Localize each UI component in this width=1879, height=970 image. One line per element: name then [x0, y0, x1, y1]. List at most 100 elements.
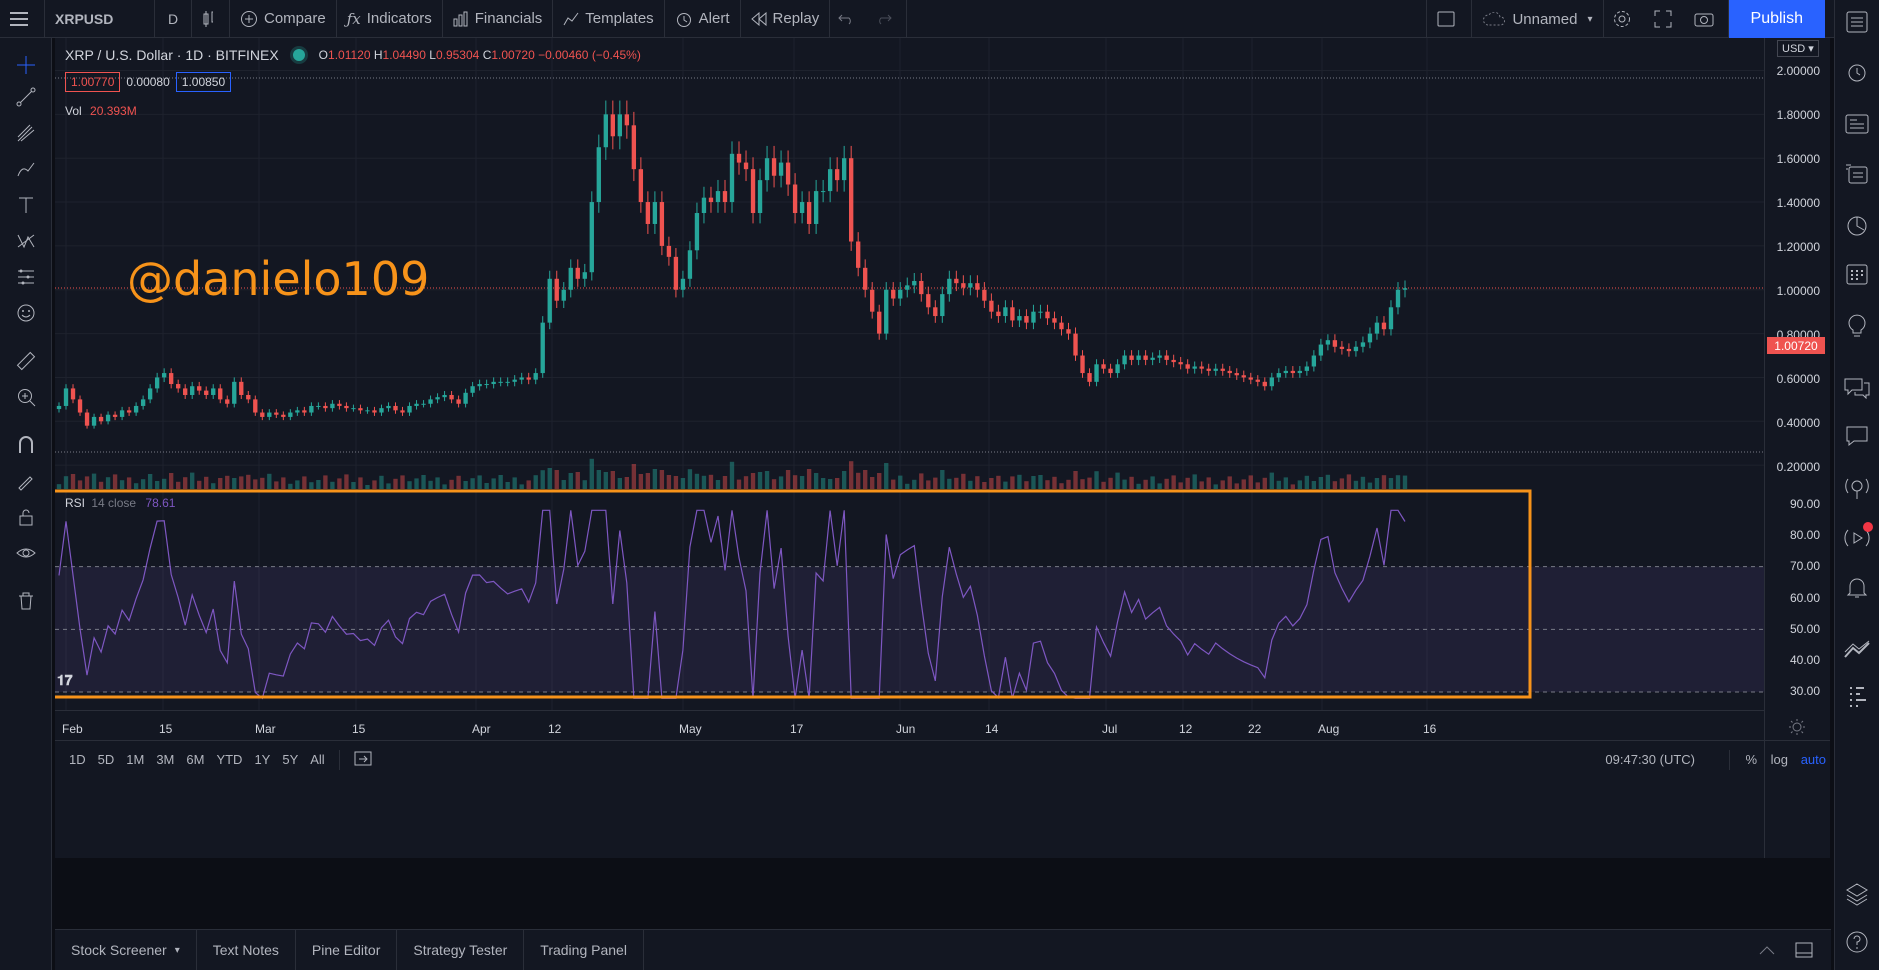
replay-button[interactable]: Replay — [741, 0, 831, 38]
stay-drawing-tool[interactable] — [13, 468, 39, 494]
price-tick-label: 2.00000 — [1776, 64, 1820, 78]
alert-button[interactable]: Alert — [665, 0, 741, 38]
fullscreen-button[interactable] — [1646, 0, 1686, 38]
candle-body — [1122, 355, 1127, 365]
financials-button[interactable]: Financials — [443, 0, 554, 38]
range-button[interactable]: 6M — [186, 752, 205, 767]
candle-body — [372, 410, 377, 413]
streams-button[interactable] — [1843, 474, 1871, 502]
goto-date-button[interactable] — [348, 750, 378, 770]
time-axis[interactable]: Feb 15 Mar 15 Apr 12 May 17 Jun 14 Jul 12 22 Aug 16 — [55, 710, 1764, 740]
pattern-tool[interactable] — [13, 228, 39, 254]
ideas-button[interactable] — [1843, 312, 1871, 340]
watchlist-button[interactable] — [1843, 8, 1871, 36]
undo-button[interactable] — [830, 0, 868, 38]
data-window-button[interactable] — [1843, 110, 1871, 138]
snapshot-button[interactable] — [1686, 0, 1729, 38]
magnet-tool[interactable] — [13, 432, 39, 458]
ruler-tool[interactable] — [13, 348, 39, 374]
publish-button[interactable]: Publish — [1728, 0, 1825, 38]
video-streams-button[interactable] — [1843, 522, 1873, 552]
templates-button[interactable]: Templates — [553, 0, 665, 38]
crosshair-tool[interactable] — [13, 52, 39, 78]
chart-type-button[interactable] — [192, 0, 230, 38]
range-button[interactable]: 5D — [97, 752, 115, 767]
volume-bar — [168, 473, 174, 489]
tab-text-notes[interactable]: Text Notes — [197, 929, 296, 970]
icons-tool[interactable] — [13, 300, 39, 326]
settings-button[interactable] — [1604, 0, 1646, 38]
time-tick-label: 17 — [790, 722, 804, 736]
log-scale-button[interactable]: log — [1770, 752, 1788, 767]
hotlists-button[interactable] — [1843, 160, 1871, 188]
auto-scale-button[interactable]: auto — [1800, 752, 1826, 767]
layout-toggle-button[interactable] — [1426, 0, 1473, 38]
hide-drawings-tool[interactable] — [13, 540, 39, 566]
candle-body — [1346, 348, 1352, 352]
alerts-button[interactable] — [1843, 58, 1871, 86]
candle-body — [1248, 377, 1253, 380]
price-axis[interactable]: USD ▾ 2.00000 1.80000 1.60000 1.40000 1.2000… — [1764, 38, 1830, 858]
collapse-panel-button[interactable] — [1759, 942, 1775, 959]
candle-body — [820, 191, 826, 193]
currency-selector[interactable]: USD ▾ — [1777, 40, 1819, 57]
trading-panel-button[interactable] — [1843, 636, 1871, 664]
time-axis-settings[interactable] — [1788, 718, 1806, 740]
candle-body — [1395, 289, 1401, 308]
volume-bar — [176, 481, 181, 489]
volume-bar — [1157, 483, 1162, 489]
range-button[interactable]: 1D — [69, 752, 86, 767]
compare-button[interactable]: Compare — [230, 0, 337, 38]
help-button[interactable] — [1843, 928, 1871, 956]
maximize-panel-button[interactable] — [1795, 942, 1813, 962]
volume-bar — [204, 476, 209, 489]
text-tool[interactable] — [13, 192, 39, 218]
zoom-tool[interactable] — [13, 384, 39, 410]
symbol-title[interactable]: XRP / U.S. Dollar · 1D · BITFINEX — [65, 47, 279, 63]
public-chats-button[interactable] — [1843, 374, 1871, 402]
tab-stock-screener[interactable]: Stock Screener ▾ — [55, 929, 197, 970]
volume-bar — [834, 478, 840, 489]
high-label: H — [373, 48, 383, 62]
clock[interactable]: 09:47:30 (UTC) — [1605, 752, 1695, 767]
notifications-button[interactable] — [1843, 574, 1871, 602]
range-button[interactable]: 5Y — [282, 752, 299, 767]
tab-pine-editor[interactable]: Pine Editor — [296, 929, 398, 970]
brush-tool[interactable] — [13, 156, 39, 182]
menu-button[interactable] — [0, 0, 45, 38]
trend-line-tool[interactable] — [13, 84, 39, 110]
range-button[interactable]: All — [310, 752, 325, 767]
candle-body — [1332, 340, 1338, 347]
range-button[interactable]: 1M — [126, 752, 145, 767]
private-chats-button[interactable] — [1843, 422, 1871, 450]
redo-button[interactable] — [868, 0, 908, 38]
bid-box[interactable]: 1.00770 — [65, 72, 121, 92]
calendar-button[interactable] — [1843, 212, 1871, 240]
tab-strategy-tester[interactable]: Strategy Tester — [397, 929, 525, 970]
price-chart[interactable]: 𝟏𝟕 — [55, 38, 1830, 858]
indicators-button[interactable]: ƒx Indicators — [337, 0, 443, 38]
range-button[interactable]: 3M — [156, 752, 175, 767]
dom-button[interactable] — [1843, 682, 1871, 710]
layout-name-button[interactable]: Unnamed ▾ — [1472, 0, 1604, 38]
economic-calendar-button[interactable] — [1843, 260, 1871, 288]
volume-bar — [947, 478, 952, 489]
range-button[interactable]: 1Y — [254, 752, 271, 767]
prediction-tool[interactable] — [13, 264, 39, 290]
volume-bar — [498, 475, 503, 489]
percent-scale-button[interactable]: % — [1745, 752, 1757, 767]
fib-tool[interactable] — [13, 120, 39, 146]
fx-icon: ƒx — [346, 9, 361, 28]
volume-bar — [1150, 476, 1155, 489]
lock-drawings-tool[interactable] — [13, 504, 39, 530]
chat-bubbles-icon — [1844, 378, 1870, 399]
interval-selector[interactable]: D — [155, 0, 192, 38]
range-button[interactable]: YTD — [216, 752, 243, 767]
symbol-search[interactable]: XRPUSD — [45, 0, 155, 38]
chart-area[interactable]: 𝟏𝟕 XRP / U.S. Dollar · 1D · BITFINEX O1.… — [55, 38, 1830, 858]
ask-box[interactable]: 1.00850 — [175, 72, 232, 92]
candle-body — [715, 191, 721, 203]
layers-button[interactable] — [1843, 880, 1871, 908]
remove-drawings-tool[interactable] — [13, 588, 39, 614]
tab-trading-panel[interactable]: Trading Panel — [524, 929, 644, 970]
